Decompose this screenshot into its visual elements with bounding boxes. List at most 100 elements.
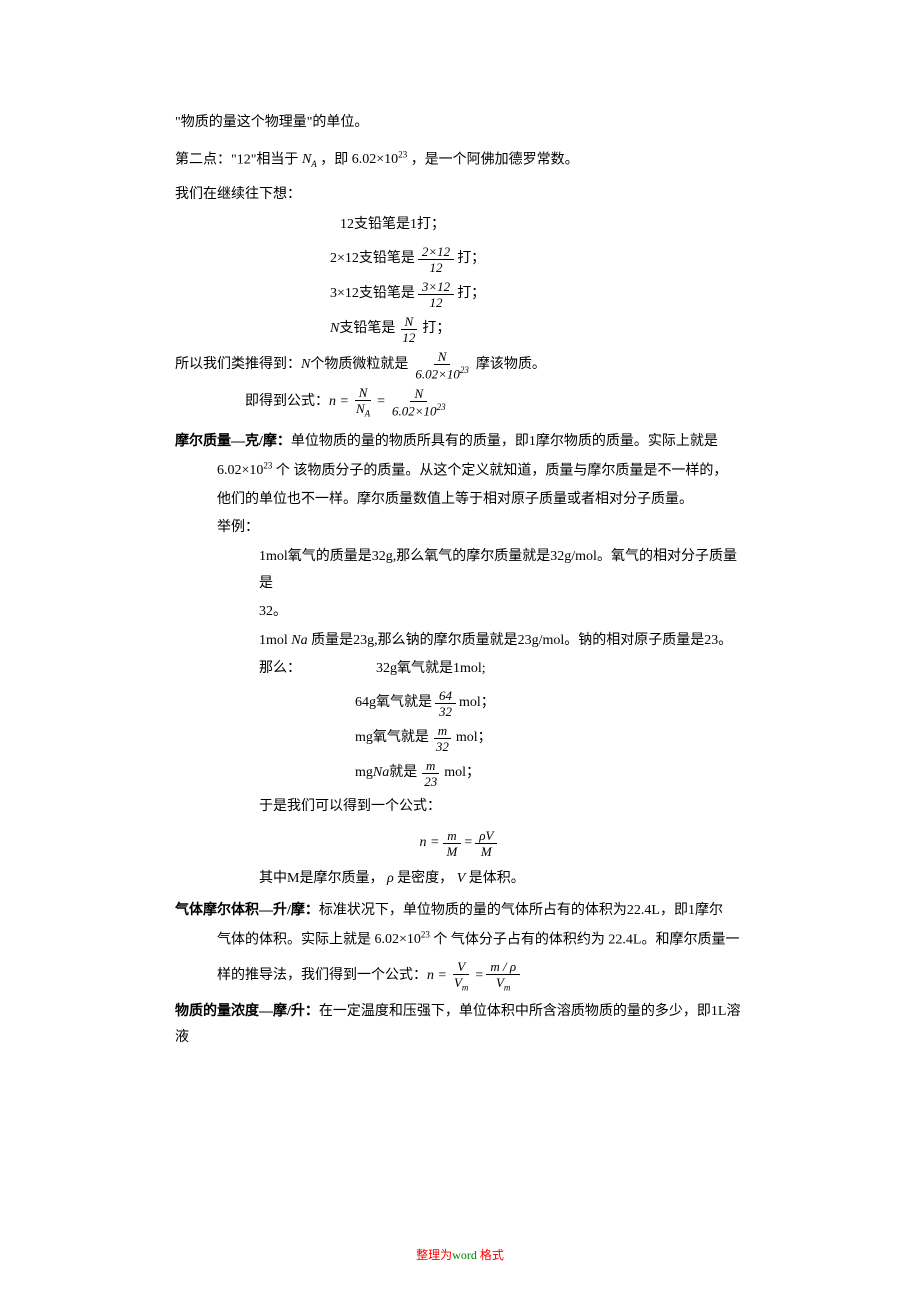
text: 是体积。 bbox=[469, 871, 525, 886]
text: 他们的单位也不一样。摩尔质量数值上等于相对原子质量或者相对分子质量。 bbox=[217, 492, 693, 507]
paragraph-second-point: 第二点："12"相当于 NA ，即 6.02×1023 ，是一个阿佛加德罗常数。 bbox=[175, 147, 745, 174]
text: = bbox=[475, 963, 483, 990]
paragraph-molar-mass-3: 他们的单位也不一样。摩尔质量数值上等于相对原子质量或者相对分子质量。 bbox=[175, 487, 745, 514]
fraction: ρVM bbox=[475, 829, 497, 858]
heading-text: 物质的量浓度—摩/升： bbox=[175, 1004, 319, 1019]
paragraph-example-label: 举例： bbox=[175, 515, 745, 542]
text: mol； bbox=[456, 725, 492, 752]
text: 举例： bbox=[217, 520, 259, 535]
text: n = bbox=[427, 963, 447, 990]
fraction: 3×1212 bbox=[418, 280, 454, 309]
paragraph-molar-mass-2: 6.02×1023 个 该物质分子的质量。从这个定义就知道，质量与摩尔质量是不一… bbox=[175, 458, 745, 485]
text: 个物质微粒就是 bbox=[310, 352, 408, 379]
fraction: N12 bbox=[398, 315, 419, 344]
symbol-na: Na bbox=[291, 633, 307, 648]
text: 气体的体积。实际上就是 bbox=[217, 932, 375, 947]
text: 单位物质的量的物质所具有的质量，即1摩尔物质的质量。实际上就是 bbox=[291, 434, 718, 449]
text: 支铅笔是 bbox=[359, 281, 415, 308]
text: 3×12 bbox=[330, 281, 359, 308]
example-oxygen-1: 1mol氧气的质量是32g,那么氧气的摩尔质量就是32g/mol。氧气的相对分子… bbox=[175, 544, 745, 597]
example-mg-na: mg Na 就是 m23 mol； bbox=[175, 759, 745, 788]
text: 质量是23g,那么钠的摩尔质量就是23g/mol。钠的相对原子质量是23。 bbox=[308, 633, 733, 648]
symbol-na: Na bbox=[373, 760, 389, 787]
text: mg氧气就是 bbox=[355, 725, 429, 752]
text: 第二点："12"相当于 bbox=[175, 152, 302, 167]
heading-text: 气体摩尔体积—升/摩： bbox=[175, 903, 319, 918]
fraction: mM bbox=[443, 829, 462, 858]
fraction: N6.02×1023 bbox=[411, 350, 473, 380]
list-item-2: 2×12 支铅笔是 2×1212 打； bbox=[175, 245, 745, 274]
fraction: m23 bbox=[420, 759, 441, 788]
paragraph-gas-2: 气体的体积。实际上就是 6.02×1023 个 气体分子占有的体积约为 22.4… bbox=[175, 927, 745, 954]
symbol-rho: ρ bbox=[387, 871, 394, 886]
text: = bbox=[464, 830, 472, 857]
list-item-3: 3×12 支铅笔是 3×1212 打； bbox=[175, 280, 745, 309]
text: 即得到公式： bbox=[245, 389, 329, 416]
text: n = bbox=[329, 389, 349, 416]
text: 64g氧气就是 bbox=[355, 690, 432, 717]
heading-gas-molar-volume: 气体摩尔体积—升/摩：标准状况下，单位物质的量的气体所占有的体积为22.4L，即… bbox=[175, 898, 745, 925]
text: 所以我们类推得到： bbox=[175, 352, 301, 379]
paragraph-derive: 所以我们类推得到： N 个物质微粒就是 N6.02×1023 摩该物质。 bbox=[175, 350, 745, 380]
symbol-v: V bbox=[457, 871, 466, 886]
footer-text-1: 整理为 bbox=[416, 1248, 452, 1262]
text: 支铅笔是 bbox=[359, 246, 415, 273]
value: 6.02×1023 bbox=[217, 463, 272, 478]
text: 32g氧气就是1mol; bbox=[376, 661, 486, 676]
text: 支铅笔是 bbox=[339, 316, 395, 343]
text: 样的推导法，我们得到一个公式： bbox=[217, 963, 427, 990]
text: 是密度， bbox=[397, 871, 453, 886]
footer-text-2: word bbox=[452, 1248, 480, 1262]
text: 就是 bbox=[389, 760, 417, 787]
paragraph-gas-3: 样的推导法，我们得到一个公式： n = VVm = m / ρVm bbox=[175, 960, 745, 993]
example-oxygen-2: 32。 bbox=[175, 599, 745, 626]
fraction: N6.02×1023 bbox=[388, 387, 450, 417]
text: 摩该物质。 bbox=[476, 352, 546, 379]
formula-main-2: n = mM = ρVM bbox=[175, 829, 745, 858]
list-item-4: N 支铅笔是 N12 打； bbox=[175, 315, 745, 344]
paragraph-derive-2: 于是我们可以得到一个公式： bbox=[175, 794, 745, 821]
text: mg bbox=[355, 760, 373, 787]
paragraph-unit: "物质的量这个物理量"的单位。 bbox=[175, 110, 745, 137]
example-sodium: 1mol Na 质量是23g,那么钠的摩尔质量就是23g/mol。钠的相对原子质… bbox=[175, 628, 745, 655]
example-64g: 64g氧气就是 6432 mol； bbox=[175, 689, 745, 718]
fraction: VVm bbox=[450, 960, 472, 993]
text: 于是我们可以得到一个公式： bbox=[259, 799, 441, 814]
text: = bbox=[377, 389, 385, 416]
text: mol； bbox=[459, 690, 495, 717]
text: 标准状况下，单位物质的量的气体所占有的体积为22.4L，即1摩尔 bbox=[319, 903, 723, 918]
fraction: m32 bbox=[432, 724, 453, 753]
text: 打； bbox=[422, 316, 450, 343]
paragraph-where: 其中M是摩尔质量， ρ 是密度， V 是体积。 bbox=[175, 866, 745, 893]
heading-text: 摩尔质量—克/摩： bbox=[175, 434, 291, 449]
text: "物质的量这个物理量"的单位。 bbox=[175, 115, 368, 130]
text: 1mol bbox=[259, 633, 291, 648]
text: 1mol氧气的质量是32g,那么氧气的摩尔质量就是32g/mol。氧气的相对分子… bbox=[259, 549, 737, 591]
list-item-1: 12支铅笔是1打； bbox=[175, 212, 745, 239]
text: 32。 bbox=[259, 604, 287, 619]
value: 6.02×1023 bbox=[375, 932, 430, 947]
paragraph-continue: 我们在继续往下想： bbox=[175, 182, 745, 209]
text: 个 该物质分子的质量。从这个定义就知道，质量与摩尔质量是不一样的， bbox=[276, 463, 728, 478]
symbol-n: N bbox=[301, 352, 310, 379]
symbol-na: NA bbox=[302, 152, 317, 167]
example-then: 那么： 32g氧气就是1mol; bbox=[175, 656, 745, 683]
fraction: 6432 bbox=[435, 689, 456, 718]
fraction: NNA bbox=[352, 386, 374, 419]
text: mol； bbox=[444, 760, 480, 787]
text: n = bbox=[420, 830, 440, 857]
fraction: m / ρVm bbox=[486, 960, 520, 993]
text: 我们在继续往下想： bbox=[175, 187, 301, 202]
text: N bbox=[330, 316, 339, 343]
text: 打； bbox=[457, 246, 485, 273]
fraction: 2×1212 bbox=[418, 245, 454, 274]
value-avogadro: 6.02×1023 bbox=[352, 152, 407, 167]
text: ，即 bbox=[320, 152, 352, 167]
footer: 整理为word 格式 bbox=[0, 1243, 920, 1270]
text: 打； bbox=[457, 281, 485, 308]
formula-main-1: 即得到公式： n = NNA = N6.02×1023 bbox=[175, 386, 745, 419]
heading-molar-mass: 摩尔质量—克/摩：单位物质的量的物质所具有的质量，即1摩尔物质的质量。实际上就是 bbox=[175, 429, 745, 456]
text: ，是一个阿佛加德罗常数。 bbox=[411, 152, 579, 167]
text: 2×12 bbox=[330, 246, 359, 273]
text: 12支铅笔是1打； bbox=[340, 217, 445, 232]
